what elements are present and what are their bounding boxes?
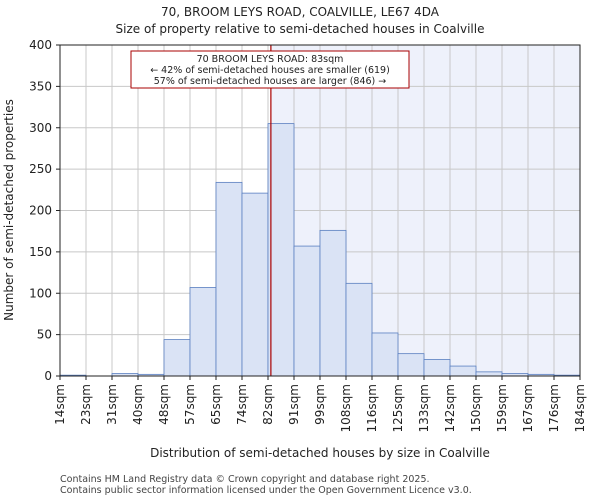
histogram-bar [449,365,477,377]
x-tick-label: 91sqm [287,384,301,425]
histogram-bar [371,332,399,377]
x-tick-label: 40sqm [131,384,145,425]
x-tick-label: 125sqm [391,384,405,432]
histogram-bar [293,245,321,377]
histogram-bar [397,353,425,377]
x-tick-label: 133sqm [417,384,431,432]
histogram-bar [163,339,191,377]
y-tick-label: 0 [44,369,52,383]
y-tick-label: 350 [29,79,52,93]
annotation-line-3: 57% of semi-detached houses are larger (… [154,76,387,87]
histogram-bar [475,371,503,377]
y-axis-title: Number of semi-detached properties [2,99,16,321]
x-tick-label: 176sqm [547,384,561,432]
x-tick-label: 31sqm [105,384,119,425]
y-tick-label: 50 [37,328,52,342]
x-tick-label: 150sqm [469,384,483,432]
histogram-bar [319,229,347,377]
x-tick-label: 48sqm [157,384,171,425]
x-tick-label: 14sqm [53,384,67,425]
x-tick-label: 142sqm [443,384,457,432]
y-tick-label: 200 [29,204,52,218]
histogram-bar [189,287,217,377]
x-tick-label: 23sqm [79,384,93,425]
x-tick-label: 65sqm [209,384,223,425]
annotation-line-2: ← 42% of semi-detached houses are smalle… [150,65,390,76]
histogram-bar [267,123,295,377]
x-tick-label: 108sqm [339,384,353,432]
x-tick-label: 57sqm [183,384,197,425]
annotation-box [130,50,410,89]
y-tick-label: 100 [29,286,52,300]
histogram-bar [215,181,243,377]
footer-line-1: Contains HM Land Registry data © Crown c… [60,474,430,485]
x-tick-label: 167sqm [521,384,535,432]
y-tick-label: 150 [29,245,52,259]
x-tick-label: 159sqm [495,384,509,432]
histogram-chart: 70, BROOM LEYS ROAD, COALVILLE, LE67 4DA… [2,5,587,460]
x-tick-label: 184sqm [573,384,587,432]
x-axis-title: Distribution of semi-detached houses by … [150,446,490,460]
chart-title: 70, BROOM LEYS ROAD, COALVILLE, LE67 4DA [161,5,440,19]
x-tick-label: 99sqm [313,384,327,425]
chart-subtitle: Size of property relative to semi-detach… [116,22,485,36]
histogram-bar [241,192,269,377]
x-tick-label: 116sqm [365,384,379,432]
y-tick-label: 250 [29,162,52,176]
footer-line-2: Contains public sector information licen… [60,485,472,496]
histogram-bar [423,359,451,377]
y-tick-label: 400 [29,38,52,52]
histogram-bar [345,282,373,377]
y-tick-label: 300 [29,121,52,135]
x-tick-label: 82sqm [261,384,275,425]
x-tick-label: 74sqm [235,384,249,425]
annotation-line-1: 70 BROOM LEYS ROAD: 83sqm [197,54,344,65]
